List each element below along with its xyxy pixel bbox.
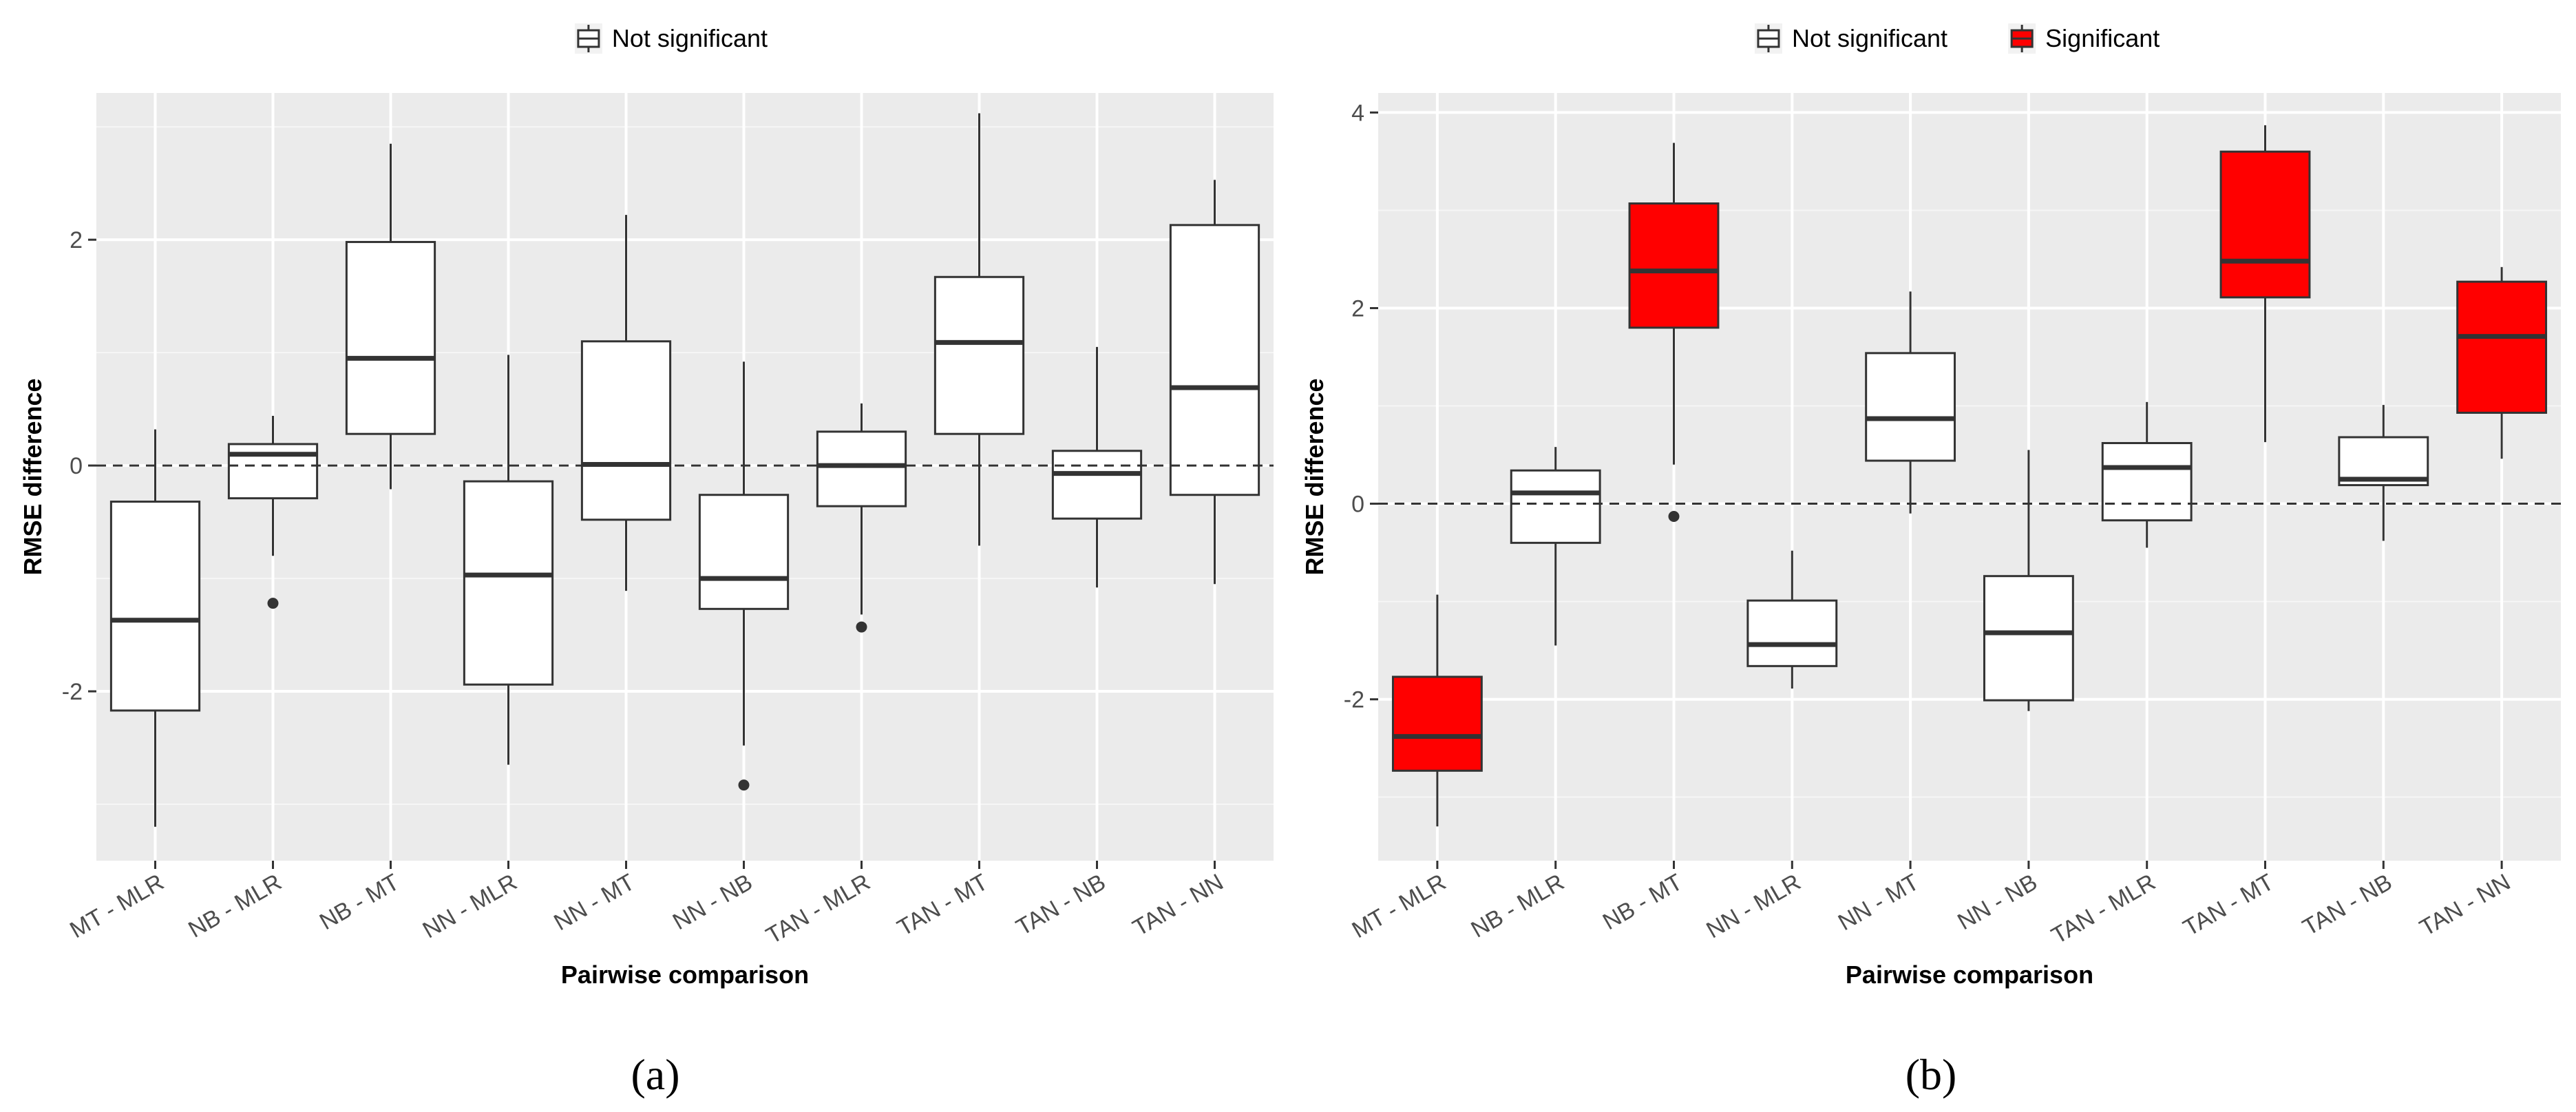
y-axis-title: RMSE difference bbox=[19, 378, 47, 575]
boxplots bbox=[109, 113, 1260, 827]
box-iqr bbox=[1051, 450, 1143, 520]
x-tick-label: NN - NB bbox=[668, 869, 757, 935]
x-tick-label: NB - MLR bbox=[184, 869, 286, 943]
box-nb-mlr bbox=[1510, 447, 1601, 646]
panel-label: (b) bbox=[1905, 1050, 1957, 1099]
legend-entry: Significant bbox=[2008, 23, 2160, 54]
box-tan-mlr bbox=[2101, 401, 2193, 548]
box-nn-nb bbox=[698, 361, 790, 791]
minor-gridlines bbox=[96, 126, 1274, 806]
x-tick-label: NB - MLR bbox=[1466, 869, 1568, 943]
box-iqr bbox=[1510, 469, 1601, 544]
box-iqr bbox=[580, 340, 672, 521]
y-tick-label: -2 bbox=[1344, 687, 1364, 713]
box-nn-mt bbox=[580, 215, 672, 591]
box-mt-mlr bbox=[1391, 594, 1483, 827]
legend-label: Not significant bbox=[612, 24, 768, 52]
x-tick-label: NN - MLR bbox=[1702, 869, 1805, 943]
box-iqr bbox=[1169, 224, 1260, 496]
y-tick-label: -2 bbox=[62, 679, 83, 705]
y-tick-label: 0 bbox=[70, 453, 83, 479]
box-iqr bbox=[463, 480, 554, 686]
box-nb-mt bbox=[345, 143, 436, 490]
box-tan-mt bbox=[933, 113, 1025, 546]
box-iqr bbox=[1628, 202, 1720, 329]
x-axis: MT - MLR NB - MLR NB - MT NN - MLR NN - MT NN… bbox=[1348, 861, 2515, 950]
x-axis: MT - MLR NB - MLR NB - MT NN - MLR NN - MT NN… bbox=[65, 861, 1228, 950]
x-tick-label: TAN - MT bbox=[893, 869, 992, 941]
x-tick-label: TAN - MLR bbox=[2047, 869, 2160, 950]
outlier-point bbox=[856, 621, 867, 633]
panel-label: (a) bbox=[631, 1050, 679, 1099]
box-iqr bbox=[109, 501, 201, 712]
box-tan-nn bbox=[1169, 180, 1260, 585]
box-iqr bbox=[2456, 280, 2548, 414]
box-iqr bbox=[2219, 150, 2311, 299]
box-iqr bbox=[1865, 352, 1956, 462]
chart-panel-b: -2 0 2 4 MT - MLR NB - MLR NB - MT NN - MLR NN -… bbox=[1300, 23, 2561, 1099]
box-iqr bbox=[816, 430, 907, 507]
x-tick-label: MT - MLR bbox=[65, 869, 168, 943]
x-axis-title: Pairwise comparison bbox=[1846, 961, 2093, 989]
y-tick-label: 2 bbox=[1351, 295, 1364, 322]
box-nb-mlr bbox=[227, 415, 319, 609]
x-tick-label: TAN - NN bbox=[1128, 869, 1227, 941]
box-iqr bbox=[933, 275, 1025, 435]
x-tick-label: TAN - MLR bbox=[761, 869, 874, 950]
box-nb-mt bbox=[1628, 143, 1720, 523]
x-tick-label: TAN - NB bbox=[2299, 869, 2397, 941]
box-nn-nb bbox=[1983, 450, 2074, 711]
x-tick-label: NB - MT bbox=[1598, 869, 1687, 935]
box-nn-mlr bbox=[463, 355, 554, 765]
boxplots bbox=[1391, 125, 2548, 827]
box-iqr bbox=[2101, 441, 2193, 522]
box-tan-nb bbox=[2338, 405, 2429, 541]
x-tick-label: NN - MT bbox=[549, 869, 639, 936]
outlier-point bbox=[1668, 511, 1680, 523]
x-tick-label: NB - MT bbox=[315, 869, 404, 935]
box-iqr bbox=[345, 240, 436, 435]
box-iqr bbox=[1746, 599, 1838, 667]
minor-gridlines bbox=[1378, 209, 2561, 798]
x-tick-label: NN - NB bbox=[1953, 869, 2042, 935]
box-nn-mlr bbox=[1746, 550, 1838, 689]
legend: Not significant bbox=[574, 23, 768, 54]
y-tick-label: 4 bbox=[1351, 100, 1364, 126]
box-tan-mt bbox=[2219, 125, 2311, 443]
y-axis: -2 0 2 4 bbox=[1344, 100, 1378, 713]
y-tick-label: 2 bbox=[70, 227, 83, 253]
legend-label: Significant bbox=[2045, 24, 2160, 52]
box-iqr bbox=[1391, 675, 1483, 772]
y-axis: -2 0 2 bbox=[62, 227, 96, 705]
x-axis-title: Pairwise comparison bbox=[561, 961, 809, 989]
box-tan-nn bbox=[2456, 266, 2548, 459]
x-tick-label: NN - MLR bbox=[419, 869, 522, 943]
outlier-point bbox=[738, 779, 750, 791]
y-axis-title: RMSE difference bbox=[1300, 378, 1329, 575]
x-tick-label: TAN - MT bbox=[2179, 869, 2278, 941]
box-iqr bbox=[698, 494, 790, 610]
outlier-point bbox=[267, 598, 279, 609]
box-mt-mlr bbox=[109, 429, 201, 827]
chart-panel-a: -2 0 2 MT - MLR NB - MLR NB - MT NN - MLR NN - … bbox=[19, 23, 1274, 1099]
legend: Not significant Significant bbox=[1754, 23, 2160, 54]
x-tick-label: MT - MLR bbox=[1348, 869, 1450, 943]
legend-entry: Not significant bbox=[1754, 23, 1947, 54]
x-tick-label: TAN - NN bbox=[2416, 869, 2515, 941]
legend-entry: Not significant bbox=[574, 23, 768, 54]
box-nn-mt bbox=[1865, 291, 1956, 514]
legend-label: Not significant bbox=[1792, 24, 1947, 52]
x-tick-label: NN - MT bbox=[1834, 869, 1923, 936]
box-tan-nb bbox=[1051, 346, 1143, 588]
box-iqr bbox=[1983, 575, 2074, 702]
y-tick-label: 0 bbox=[1351, 492, 1364, 518]
x-tick-label: TAN - NB bbox=[1012, 869, 1110, 941]
